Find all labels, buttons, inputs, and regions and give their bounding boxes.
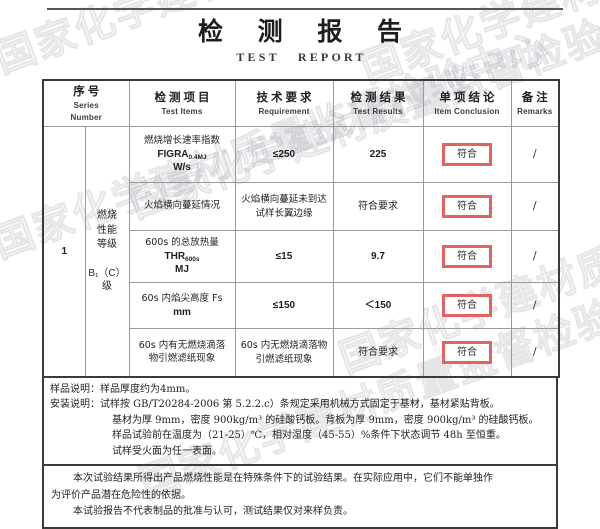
category-grade-value: B₁（C）级: [88, 267, 126, 293]
conclusion-badge: 符合: [442, 294, 492, 318]
disclaimer-line-1: 本次试验结果所得出产品燃烧性能是在特殊条件下的试验结果。在实际应用中，它们不能单…: [73, 473, 493, 485]
cell-requirement: 火焰横向蔓延未到达试样长翼边缘: [234, 182, 334, 232]
table-row: 60s 内有无燃烧滴落 物引燃滤纸现象 60s 内无燃烧滴落物引燃滤纸现象 符合…: [43, 328, 560, 378]
cell-test-item: 60s 内有无燃烧滴落 物引燃滤纸现象: [128, 328, 236, 378]
cell-test-item: 60s 内焰尖高度 Fs mm: [128, 282, 236, 330]
cell-remark: /: [510, 282, 560, 330]
sample-description: 样品说明：样品厚度约为4mm。: [50, 383, 196, 395]
installation-description-line-2: 基材为厚 9mm，密度 900kg/m³ 的硅酸钙板。背板为厚 9mm，密度 9…: [112, 414, 539, 426]
installation-description-line-3: 样品试验前在温度为（21-25）℃，相对湿度（45-55）%条件下状态调节 48…: [112, 430, 506, 442]
table-row: 火焰横向蔓延情况 火焰横向蔓延未到达试样长翼边缘 符合要求 符合 /: [43, 182, 560, 232]
installation-description-line-1: 安装说明：试样按 GB/T20284-2006 第 5.2.2.c）条规定采用机…: [50, 399, 500, 411]
cell-test-item: 600s 的总放热量 THR600s MJ: [128, 230, 236, 284]
cell-test-result: 225: [332, 126, 424, 184]
test-results-table: 序号 Series Number 检测项目 Test Items 技术要求 Re…: [42, 79, 560, 378]
report-table-wrapper: 序号 Series Number 检测项目 Test Items 技术要求 Re…: [42, 79, 560, 378]
disclaimer-line-2: 为评价产品潜在危险性的依据。: [51, 489, 191, 501]
header-test-results: 检测结果 Test Results: [332, 79, 424, 128]
cell-series-number: 1: [42, 126, 86, 378]
cell-test-result: 符合要求: [332, 328, 424, 378]
cell-test-item: 火焰横向蔓延情况: [128, 182, 236, 232]
installation-description-line-4: 试样受火面为任一表面。: [112, 445, 222, 457]
cell-test-result: 9.7: [332, 230, 424, 284]
cell-item-conclusion: 符合: [422, 230, 512, 284]
cell-remark: /: [510, 328, 560, 378]
cell-item-conclusion: 符合: [422, 282, 512, 330]
disclaimer-block: 本次试验结果所得出产品燃烧性能是在特殊条件下的试验结果。在实际应用中，它们不能单…: [42, 466, 558, 529]
header-test-items: 检测项目 Test Items: [128, 79, 236, 128]
page-title: 检 测 报 告: [197, 17, 416, 46]
table-row: 600s 的总放热量 THR600s MJ ≤15 9.7 符合 /: [43, 230, 560, 284]
cell-requirement: 60s 内无燃烧滴落物引燃滤纸现象: [234, 328, 334, 378]
table-row: 1 燃烧 性能 等级 B₁（C）级 燃烧增长速率指数 FIGRA0.4MJ W/…: [42, 126, 560, 378]
header-requirement: 技术要求 Requirement: [234, 79, 334, 128]
category-label: 燃烧 性能 等级: [97, 210, 117, 251]
test-item-formula: FIGRA0.4MJ: [157, 148, 207, 161]
conclusion-badge: 符合: [442, 143, 492, 167]
sample-and-installation-notes: 样品说明：样品厚度约为4mm。 安装说明：试样按 GB/T20284-2006 …: [42, 377, 558, 467]
cell-item-conclusion: 符合: [422, 328, 512, 378]
cell-category-grade: 燃烧 性能 等级 B₁（C）级: [84, 126, 130, 378]
conclusion-badge: 符合: [442, 245, 492, 269]
cell-remark: /: [510, 126, 560, 184]
table-header-row: 序号 Series Number 检测项目 Test Items 技术要求 Re…: [42, 79, 560, 128]
cell-test-result: ＜150: [332, 282, 424, 330]
conclusion-badge: 符合: [442, 341, 492, 365]
cell-item-conclusion: 符合: [422, 126, 512, 184]
page-subtitle: TEST REPORT: [0, 50, 600, 65]
report-title-block: 检 测 报 告 TEST REPORT: [0, 0, 600, 65]
header-series-number: 序号 Series Number: [42, 79, 130, 128]
header-divider-rule: [47, 8, 563, 10]
cell-requirement: ≤15: [234, 230, 334, 284]
header-item-conclusion: 单项结论 Item Conclusion: [422, 79, 512, 128]
test-item-formula: THR600s: [164, 250, 200, 263]
cell-requirement: ≤250: [234, 126, 334, 184]
page-subtitle-report: REPORT: [297, 50, 367, 65]
header-remarks: 备注 Remarks: [510, 79, 560, 128]
page-subtitle-test: TEST: [236, 50, 280, 65]
cell-remark: /: [510, 182, 560, 232]
cell-test-item: 燃烧增长速率指数 FIGRA0.4MJ W/s: [128, 126, 236, 184]
cell-remark: /: [510, 230, 560, 284]
conclusion-badge: 符合: [442, 195, 492, 219]
disclaimer-line-3: 本试验报告不代表制品的批准与认可，测试结果仅对来样负责。: [73, 506, 353, 518]
cell-requirement: ≤150: [234, 282, 334, 330]
cell-item-conclusion: 符合: [422, 182, 512, 232]
cell-test-result: 符合要求: [332, 182, 424, 232]
